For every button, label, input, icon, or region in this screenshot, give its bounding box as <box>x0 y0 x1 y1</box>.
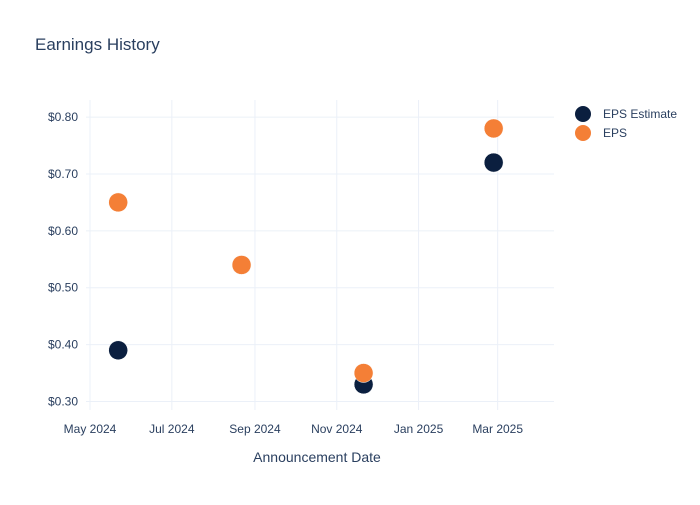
eps-estimate-point[interactable] <box>108 340 128 361</box>
legend-label: EPS Estimate <box>603 107 677 121</box>
legend-marker <box>575 106 591 122</box>
eps-point[interactable] <box>353 363 374 383</box>
x-tick-label: Jul 2024 <box>149 422 195 436</box>
y-tick-label: $0.60 <box>48 224 78 238</box>
grid-layer <box>86 100 554 410</box>
x-tick-label: May 2024 <box>64 422 117 436</box>
legend-item[interactable]: EPS Estimate <box>575 106 677 122</box>
points-layer[interactable] <box>108 118 504 395</box>
x-axis-label: Announcement Date <box>253 449 381 465</box>
legend-marker <box>575 125 591 141</box>
eps-estimate-point[interactable] <box>483 152 504 173</box>
chart-title: Earnings History <box>35 35 160 54</box>
eps-point[interactable] <box>483 118 504 139</box>
y-tick-label: $0.80 <box>48 110 78 124</box>
eps-point[interactable] <box>108 192 128 213</box>
y-tick-label: $0.30 <box>48 394 78 408</box>
x-tick-label: Nov 2024 <box>311 422 363 436</box>
axis-layer: May 2024 Jul 2024 Sep 2024 Nov 2024 Jan 2025… <box>48 110 523 436</box>
x-tick-label: Mar 2025 <box>472 422 523 436</box>
x-tick-label: Sep 2024 <box>229 422 281 436</box>
legend-label: EPS <box>603 126 627 140</box>
y-tick-label: $0.40 <box>48 338 78 352</box>
y-tick-label: $0.70 <box>48 167 78 181</box>
y-tick-label: $0.50 <box>48 281 78 295</box>
legend-item[interactable]: EPS <box>575 125 627 141</box>
x-tick-label: Jan 2025 <box>394 422 444 436</box>
legend[interactable]: EPS Estimate EPS <box>575 106 677 141</box>
eps-point[interactable] <box>231 255 252 275</box>
